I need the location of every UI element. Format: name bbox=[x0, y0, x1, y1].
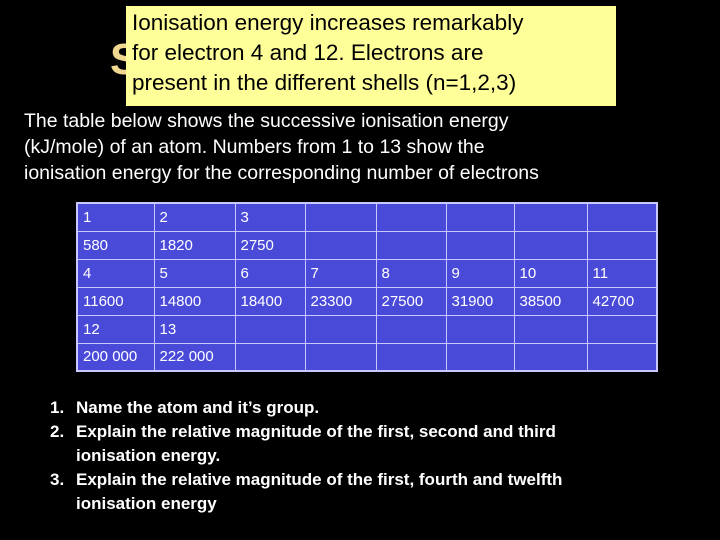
table-cell: 4 bbox=[76, 258, 155, 288]
callout-line: Ionisation energy increases remarkably bbox=[132, 10, 524, 35]
table-cell bbox=[513, 202, 588, 232]
table-cell bbox=[375, 314, 447, 344]
table-cell bbox=[586, 342, 658, 372]
table-cell: 14800 bbox=[153, 286, 236, 316]
question-line: Explain the relative magnitude of the fi… bbox=[76, 422, 556, 441]
callout-box: Ionisation energy increases remarkably f… bbox=[126, 6, 616, 106]
table-cell bbox=[445, 314, 515, 344]
question-line: Explain the relative magnitude of the fi… bbox=[76, 470, 563, 489]
table-cell: 580 bbox=[76, 230, 155, 260]
question-line: ionisation energy. bbox=[76, 446, 221, 465]
table-cell bbox=[304, 342, 377, 372]
table-cell: 2 bbox=[153, 202, 236, 232]
table-cell: 11600 bbox=[76, 286, 155, 316]
table-cell: 42700 bbox=[586, 286, 658, 316]
table-row: 11600 14800 18400 23300 27500 31900 3850… bbox=[76, 286, 658, 316]
table-cell: 8 bbox=[375, 258, 447, 288]
table-cell bbox=[586, 314, 658, 344]
question-item: 3. Explain the relative magnitude of the… bbox=[46, 468, 706, 516]
table-cell: 18400 bbox=[234, 286, 306, 316]
table-row: 4 5 6 7 8 9 10 11 bbox=[76, 258, 658, 288]
callout-line: for electron 4 and 12. Electrons are bbox=[132, 40, 484, 65]
table-cell: 3 bbox=[234, 202, 306, 232]
table-cell: 1 bbox=[76, 202, 155, 232]
table-cell bbox=[375, 230, 447, 260]
table-cell bbox=[586, 230, 658, 260]
table-cell: 13 bbox=[153, 314, 236, 344]
table-cell: 7 bbox=[304, 258, 377, 288]
table-cell: 2750 bbox=[234, 230, 306, 260]
question-list: 1. Name the atom and it’s group. 2. Expl… bbox=[46, 396, 706, 516]
intro-line: (kJ/mole) of an atom. Numbers from 1 to … bbox=[24, 136, 485, 158]
table-cell bbox=[445, 230, 515, 260]
table-row: 580 1820 2750 bbox=[76, 230, 658, 260]
table-cell: 11 bbox=[586, 258, 658, 288]
table-cell bbox=[445, 202, 515, 232]
table-cell bbox=[304, 314, 377, 344]
table-cell bbox=[375, 202, 447, 232]
table-cell bbox=[234, 342, 306, 372]
table-cell bbox=[375, 342, 447, 372]
table-row: 1 2 3 bbox=[76, 202, 658, 232]
table-cell: 10 bbox=[513, 258, 588, 288]
question-number: 1. bbox=[50, 398, 65, 417]
table-cell bbox=[586, 202, 658, 232]
table-cell: 23300 bbox=[304, 286, 377, 316]
table-cell: 38500 bbox=[513, 286, 588, 316]
table-row: 200 000 222 000 bbox=[76, 342, 658, 372]
table-cell: 9 bbox=[445, 258, 515, 288]
table-cell: 5 bbox=[153, 258, 236, 288]
question-item: 2. Explain the relative magnitude of the… bbox=[46, 420, 706, 468]
intro-paragraph: The table below shows the successive ion… bbox=[24, 108, 714, 186]
question-number: 3. bbox=[50, 470, 65, 489]
table-cell: 222 000 bbox=[153, 342, 236, 372]
table-cell bbox=[304, 230, 377, 260]
table-cell: 1820 bbox=[153, 230, 236, 260]
table-cell: 27500 bbox=[375, 286, 447, 316]
question-line: ionisation energy bbox=[76, 494, 217, 513]
table-cell bbox=[445, 342, 515, 372]
table-row: 12 13 bbox=[76, 314, 658, 344]
table-cell: 6 bbox=[234, 258, 306, 288]
table-cell bbox=[513, 230, 588, 260]
question-number: 2. bbox=[50, 422, 65, 441]
table-cell: 12 bbox=[76, 314, 155, 344]
question-item: 1. Name the atom and it’s group. bbox=[46, 396, 706, 420]
table-cell bbox=[304, 202, 377, 232]
table-cell bbox=[513, 314, 588, 344]
table-cell bbox=[513, 342, 588, 372]
ionisation-energy-table: 1 2 3 580 1820 2750 4 5 6 7 8 9 10 bbox=[76, 202, 658, 372]
intro-line: ionisation energy for the corresponding … bbox=[24, 162, 539, 184]
intro-line: The table below shows the successive ion… bbox=[24, 110, 509, 132]
question-line: Name the atom and it’s group. bbox=[76, 398, 320, 417]
table-cell bbox=[234, 314, 306, 344]
table-cell: 200 000 bbox=[76, 342, 155, 372]
callout-line: present in the different shells (n=1,2,3… bbox=[132, 70, 517, 95]
table-cell: 31900 bbox=[445, 286, 515, 316]
